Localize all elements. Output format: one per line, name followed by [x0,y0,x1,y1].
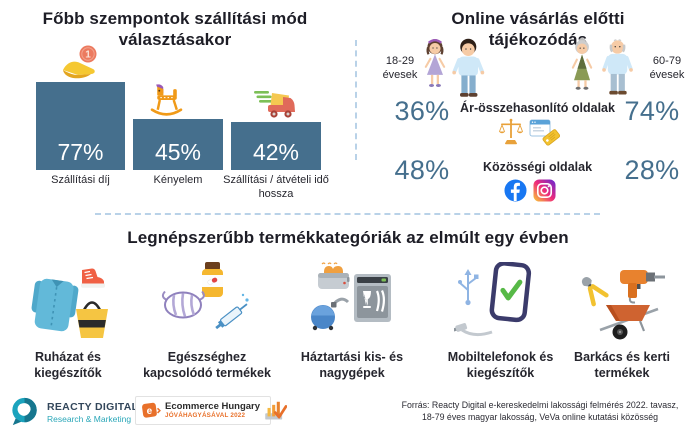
bar-label-convenience: Kényelem [153,174,203,186]
vertical-divider [355,40,357,160]
source-note: Forrás: Reacty Digital e-kereskedelmi la… [390,399,690,424]
money-hand-icon: 1 [63,45,97,79]
category-label-mobile: Mobiltelefonok és kiegészítők [447,350,554,381]
approval-chart-check-icon [265,401,288,419]
bar-value-delivery-time: 42% [252,139,300,165]
category-label-diy-garden: Barkács és kerti termékek [574,350,670,381]
left-chart-title: Főbb szempontok szállítási mód választás… [42,9,308,50]
appliances-icon [311,262,391,331]
age-group-label-young: 18-29 évesek [382,55,418,82]
rocking-horse-icon [150,84,183,116]
reacty-digital-logo-icon [12,397,37,426]
right-panel-title: Online vásárlás előtti tájékozódás [451,9,625,50]
stat-social-young: 48% [394,155,450,185]
instagram-icon [533,179,556,202]
badge-subtitle: JÓVÁHAGYÁSÁVAL 2022 [165,412,246,420]
young-couple-icon [424,38,485,97]
bar-label-delivery-time: Szállítási / átvételi idő hossza [223,174,329,200]
facebook-icon [504,179,527,202]
bottom-section-title: Legnépszerűbb termékkategóriák az elmúlt… [127,228,569,247]
reacty-digital-wordmark: REACTY DIGITAL Research & Marketing [47,401,138,424]
ecommerce-hungary-logo-icon: e [142,402,161,418]
category-label-clothing: Ruházat és kiegészítők [34,350,102,381]
row-label-price-comparison: Ár-összehasonlító oldalak [460,101,615,115]
row-label-social: Közösségi oldalak [482,160,593,174]
stat-price-comparison-young: 36% [394,96,450,126]
delivery-truck-icon [254,91,295,118]
rank-1-badge: 1 [85,50,91,61]
reacty-tagline: Research & Marketing [47,414,132,424]
bar-shipping-fee: 77% [36,82,125,170]
ecommerce-hungary-badge: e Ecommerce Hungary JÓVÁHAGYÁSÁVAL 2022 [135,396,288,425]
category-label-health: Egészséghez kapcsolódó termékek [143,350,271,381]
reacty-name: REACTY DIGITAL [47,401,139,413]
scales-icon [498,118,524,145]
svg-text:e: e [147,406,153,417]
badge-text: Ecommerce Hungary JÓVÁHAGYÁSÁVAL 2022 [165,400,261,420]
bar-value-convenience: 45% [154,139,202,165]
bar-label-shipping-fee: Szállítási díj [51,174,110,186]
badge-name: Ecommerce Hungary [165,400,261,412]
price-tag-icon [529,119,561,146]
horizontal-divider [95,213,600,215]
stat-social-old: 28% [624,155,680,185]
bar-value-shipping-fee: 77% [57,139,104,165]
bar-delivery-time: 42% [231,122,321,170]
diy-garden-icon [581,270,665,340]
source-line-2: 18-79 éves magyar lakosság, VeVa online … [421,412,659,423]
health-products-icon [161,262,249,330]
age-group-label-old: 60-79 évesek [649,55,685,82]
source-line-1: Forrás: Reacty Digital e-kereskedelmi la… [401,400,679,410]
bar-convenience: 45% [133,119,223,170]
clothing-icon [31,268,108,338]
stat-price-comparison-old: 74% [624,96,680,126]
mobile-phone-icon [454,262,532,337]
elderly-couple-icon [571,37,633,95]
category-label-appliances: Háztartási kis- és nagygépek [300,350,404,381]
